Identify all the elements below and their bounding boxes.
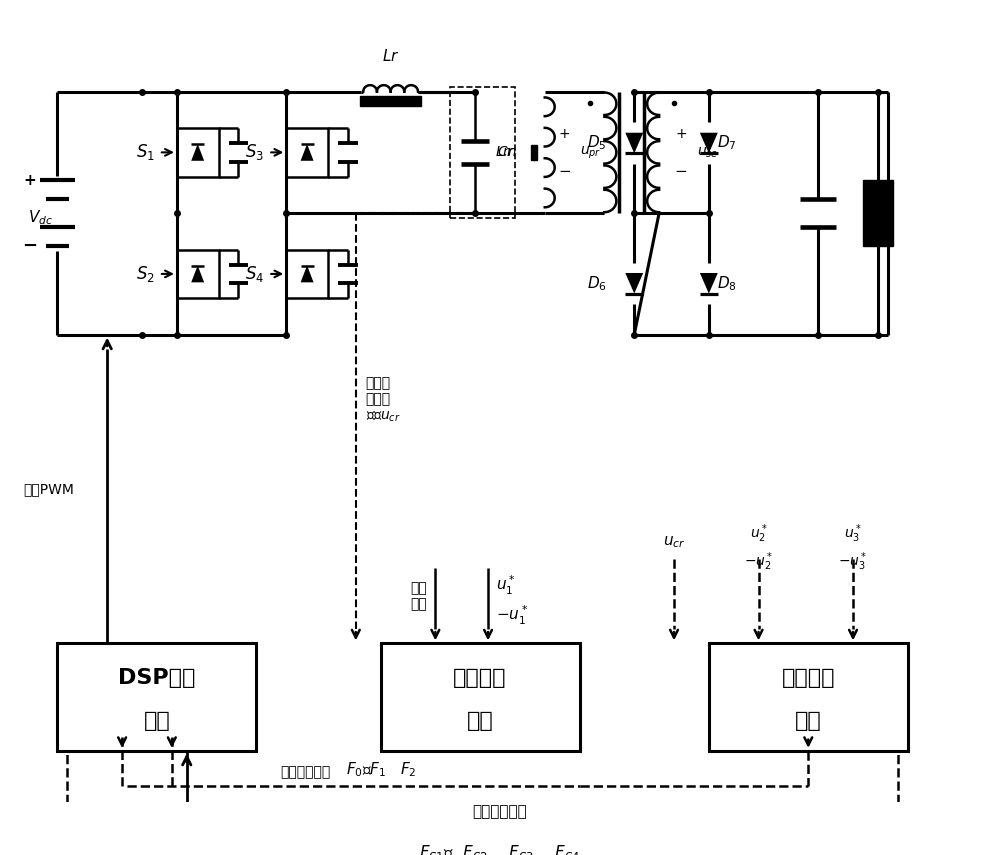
Text: $Lm$: $Lm$ [495, 145, 517, 159]
Text: DSP控制: DSP控制 [118, 668, 196, 687]
Text: 阈值
电压: 阈值 电压 [411, 581, 427, 611]
Text: $-u_2^*$: $-u_2^*$ [744, 551, 773, 573]
Text: 故障位置信号: 故障位置信号 [473, 804, 527, 819]
Polygon shape [191, 266, 204, 282]
Polygon shape [700, 133, 718, 153]
Bar [286, 128, 328, 177]
Text: $V_{dc}$: $V_{dc}$ [28, 209, 53, 227]
Text: $-u_1^*$: $-u_1^*$ [496, 604, 528, 627]
Text: $F_{S1}$、  $F_{S2}$    $F_{S3}$    $F_{S4}$: $F_{S1}$、 $F_{S2}$ $F_{S3}$ $F_{S4}$ [419, 843, 581, 855]
Text: $D_8$: $D_8$ [717, 274, 737, 292]
Bar [360, 97, 421, 106]
Polygon shape [625, 133, 643, 153]
Text: $D_6$: $D_6$ [587, 274, 606, 292]
Text: $u_3^*$: $u_3^*$ [844, 522, 862, 545]
Text: 故障判别信号: 故障判别信号 [281, 765, 331, 779]
Polygon shape [191, 144, 204, 161]
Text: $D_5$: $D_5$ [587, 133, 606, 152]
Bar [863, 180, 893, 246]
Text: $S_4$: $S_4$ [245, 264, 264, 284]
Bar [177, 250, 219, 298]
Text: +: + [675, 127, 687, 141]
Text: $u_{pr}$: $u_{pr}$ [580, 144, 601, 161]
Text: 电路: 电路 [795, 711, 822, 731]
Text: 电路: 电路 [467, 711, 493, 731]
Text: $F_0$、$F_1$   $F_2$: $F_0$、$F_1$ $F_2$ [346, 760, 416, 779]
Text: 故障诊断: 故障诊断 [453, 668, 507, 687]
Polygon shape [625, 273, 643, 293]
Bar [286, 250, 328, 298]
Text: $D_7$: $D_7$ [717, 133, 736, 152]
Text: $S_2$: $S_2$ [136, 264, 154, 284]
Polygon shape [700, 273, 718, 293]
Text: −: − [675, 163, 687, 179]
Text: $S_1$: $S_1$ [136, 143, 154, 162]
Bar [709, 643, 908, 751]
Text: $u_{se}$: $u_{se}$ [697, 145, 718, 160]
Text: $Lr$: $Lr$ [382, 48, 399, 63]
Bar [531, 144, 537, 160]
Text: $u_{cr}$: $u_{cr}$ [663, 534, 685, 550]
Text: $-u_3^*$: $-u_3^*$ [838, 551, 868, 573]
Text: −: − [22, 237, 37, 255]
Text: 移相PWM: 移相PWM [24, 482, 74, 496]
Text: +: + [23, 173, 36, 188]
Bar [450, 87, 515, 218]
Bar [381, 643, 580, 751]
Bar [177, 128, 219, 177]
Text: +: + [559, 127, 570, 141]
Text: −: − [558, 163, 571, 179]
Text: 电路: 电路 [144, 711, 170, 731]
Text: $Cr$: $Cr$ [497, 145, 515, 159]
Bar [57, 643, 256, 751]
Text: $u_1^*$: $u_1^*$ [496, 574, 516, 597]
Polygon shape [301, 266, 314, 282]
Polygon shape [301, 144, 314, 161]
Text: 故障定位: 故障定位 [782, 668, 835, 687]
Text: 采样谐
振电容
电压$u_{cr}$: 采样谐 振电容 电压$u_{cr}$ [366, 376, 401, 424]
Text: $S_3$: $S_3$ [245, 143, 264, 162]
Text: $u_2^*$: $u_2^*$ [750, 522, 767, 545]
